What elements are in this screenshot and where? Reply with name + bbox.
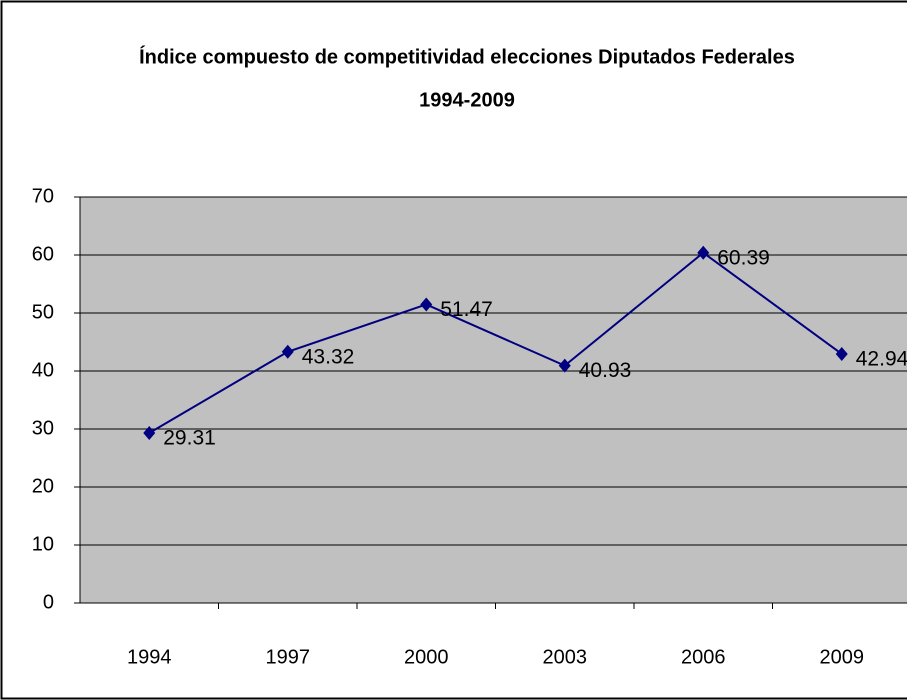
y-tick-label: 0	[43, 591, 54, 613]
plot-area	[80, 197, 907, 603]
x-tick-label: 1994	[127, 646, 172, 668]
data-label: 42.94	[856, 347, 907, 370]
y-tick-label: 10	[32, 533, 54, 555]
y-tick-label: 20	[32, 475, 54, 497]
data-label: 40.93	[579, 359, 632, 382]
data-label: 60.39	[717, 246, 770, 269]
marker	[420, 297, 433, 312]
x-tick-label: 2006	[681, 646, 726, 668]
x-tick-label: 1997	[266, 646, 311, 668]
data-label: 29.31	[163, 427, 216, 450]
data-label: 51.47	[440, 298, 493, 321]
marker	[697, 245, 710, 260]
y-tick-label: 50	[32, 301, 54, 323]
marker	[835, 346, 848, 361]
data-label: 43.32	[302, 345, 355, 368]
chart-title: 1994-2009	[419, 89, 515, 111]
y-tick-label: 60	[32, 243, 54, 265]
chart-title: Índice compuesto de competitividad elecc…	[139, 45, 795, 68]
x-tick-label: 2000	[404, 646, 449, 668]
y-tick-label: 40	[32, 359, 54, 381]
marker	[281, 344, 294, 359]
y-tick-label: 30	[32, 417, 54, 439]
y-tick-label: 70	[32, 185, 54, 207]
marker	[558, 358, 571, 373]
series-line	[148, 251, 843, 434]
x-tick-label: 2003	[543, 646, 588, 668]
marker	[143, 426, 156, 441]
x-tick-label: 2009	[820, 646, 865, 668]
